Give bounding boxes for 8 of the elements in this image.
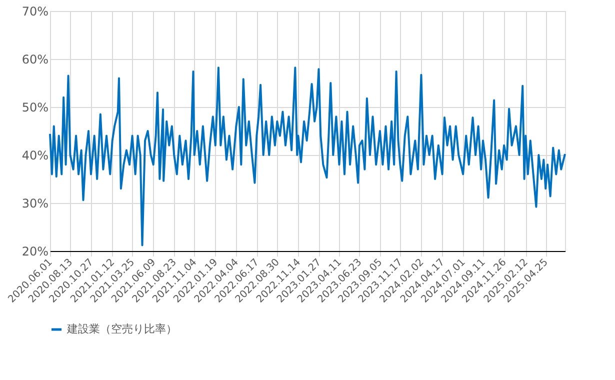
y-tick-label: 30% [22,196,48,210]
y-tick-label: 60% [22,52,48,66]
y-tick-label: 50% [22,100,48,114]
y-tick-label: 20% [22,244,48,258]
y-tick-label: 70% [22,4,48,18]
line-series [49,66,566,246]
y-tick-label: 40% [22,148,48,162]
legend-label: 建設業（空売り比率） [66,322,177,336]
